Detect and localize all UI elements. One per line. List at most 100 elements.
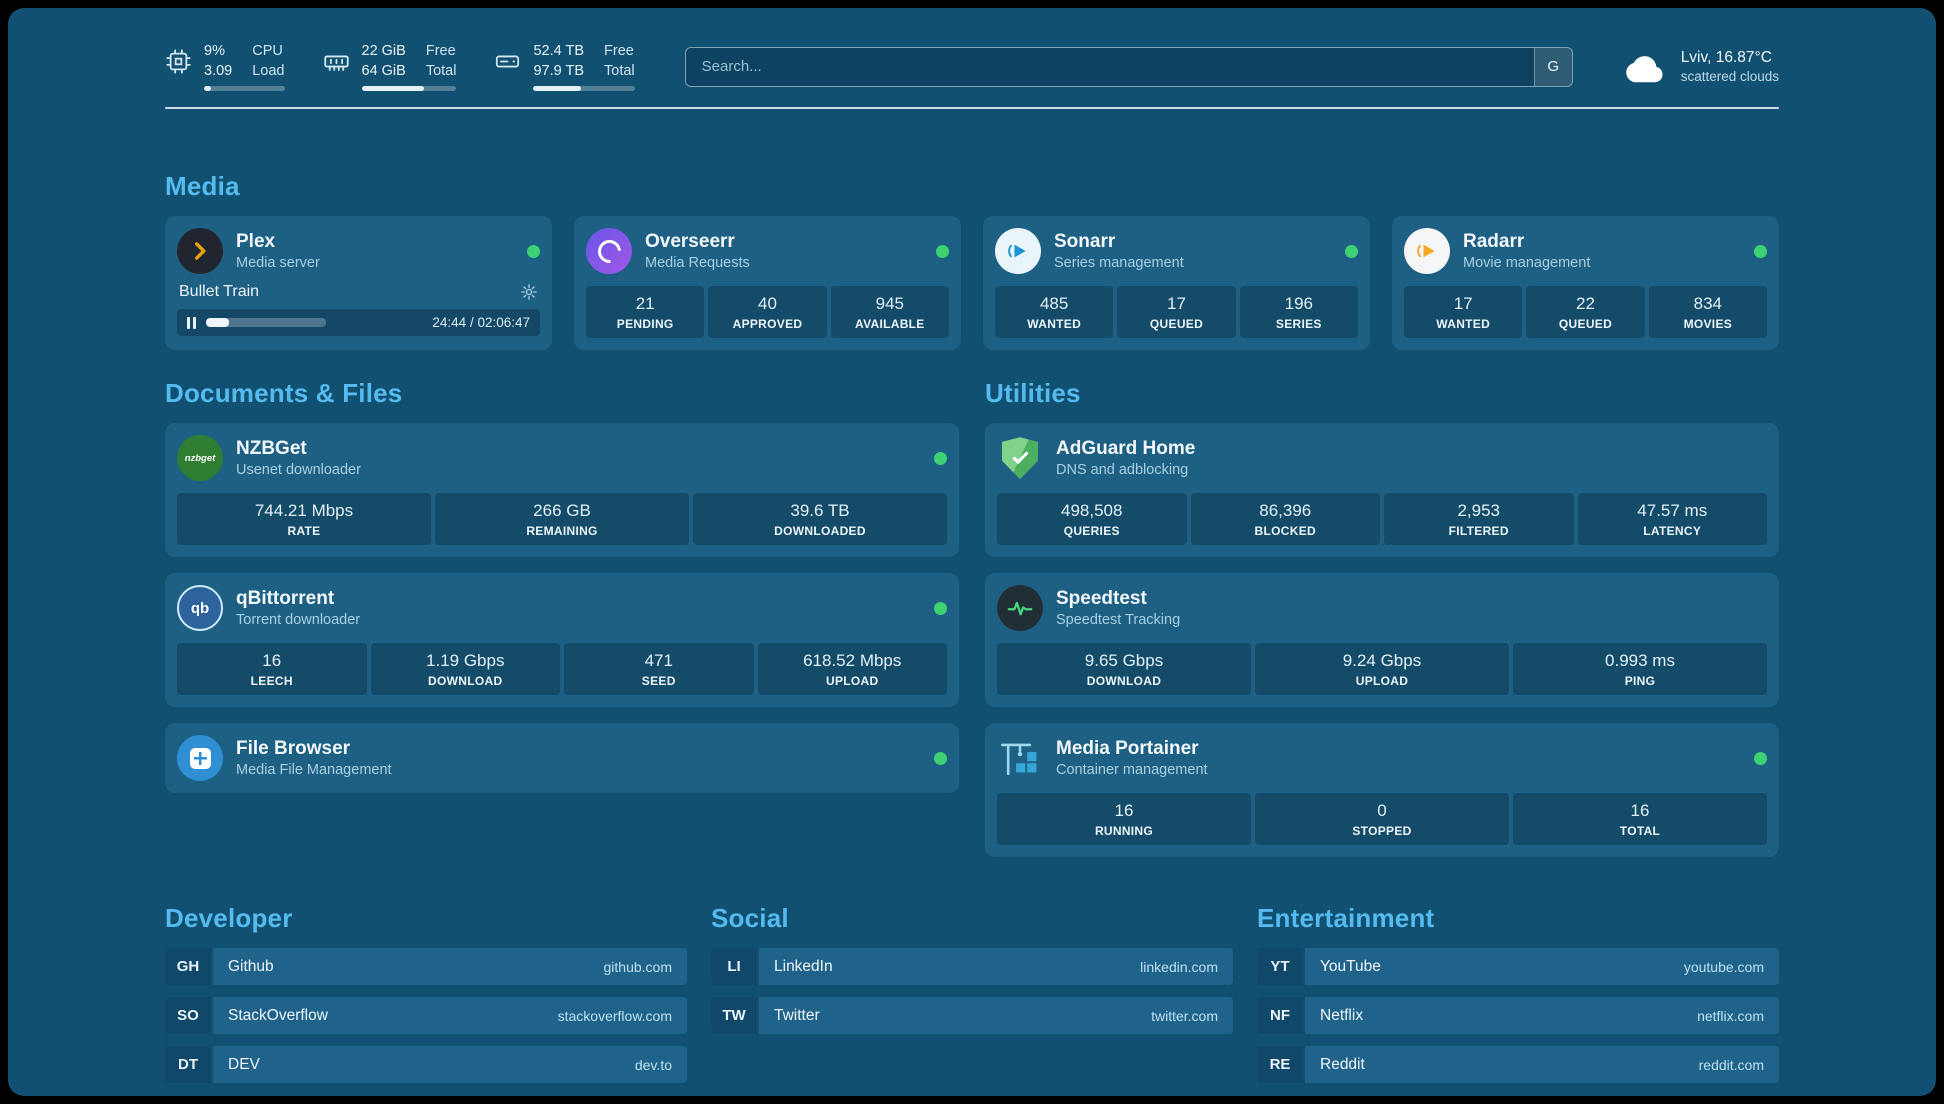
stat-label: STOPPED (1352, 824, 1412, 839)
card-titles: NZBGet Usenet downloader (236, 438, 361, 478)
card-titles: Overseerr Media Requests (645, 231, 750, 271)
stat-value: 0.993 ms (1605, 651, 1675, 671)
service-card-plex[interactable]: Plex Media server Bullet Train (165, 216, 552, 351)
section-title-social: Social (711, 903, 789, 934)
dashboard-page: 9% CPU 3.09 Load 22 (8, 8, 1936, 1096)
service-card-portainer[interactable]: Media Portainer Container management 16 … (985, 723, 1779, 858)
stat-box: 266 GB REMAINING (435, 493, 689, 546)
cpu-stat-body: 9% CPU 3.09 Load (204, 42, 285, 92)
service-name: Media Portainer (1056, 738, 1199, 760)
stat-value: 86,396 (1259, 501, 1312, 521)
stat-value: 17 (1453, 294, 1473, 314)
weather-text: Lviv, 16.87°C scattered clouds (1681, 49, 1779, 84)
service-name: NZBGet (236, 438, 307, 460)
cpu-stat-values: 9% CPU 3.09 Load (204, 42, 285, 80)
stat-value: 40 (758, 294, 777, 314)
bookmark-row-youtube[interactable]: YT YouTube youtube.com (1257, 948, 1779, 986)
now-playing-header: Bullet Train (177, 283, 540, 301)
bookmark-domain: linkedin.com (1140, 958, 1218, 975)
nzbget-icon-text: nzbget (184, 452, 216, 464)
stat-box: 945 AVAILABLE (830, 286, 949, 339)
now-playing-title: Bullet Train (179, 283, 260, 301)
stat-box: 498,508 QUERIES (997, 493, 1187, 546)
stat-value: 196 (1284, 294, 1313, 314)
stat-box: 39.6 TB DOWNLOADED (693, 493, 947, 546)
media-card-grid: Plex Media server Bullet Train (165, 216, 1779, 351)
section-title-utilities: Utilities (985, 378, 1081, 409)
bookmark-row-github[interactable]: GH Github github.com (165, 948, 687, 986)
pause-button[interactable] (187, 316, 196, 329)
bookmark-domain: youtube.com (1683, 958, 1764, 975)
stat-box: 22 QUEUED (1526, 286, 1645, 339)
ram-free-value: 22 GiB (361, 43, 406, 59)
bookmark-group-entertainment: Entertainment YT YouTube youtube.com NF … (1257, 903, 1779, 1084)
qbittorrent-icon-text: qb (190, 599, 210, 617)
disk-icon (494, 42, 521, 75)
service-card-radarr[interactable]: Radarr Movie management 17 WANTED 22 QUE… (1392, 216, 1779, 351)
service-name: File Browser (236, 738, 351, 760)
stat-label: UPLOAD (826, 674, 879, 689)
disk-stat-body: 52.4 TB Free 97.9 TB Total (533, 42, 635, 92)
service-name: qBittorrent (236, 588, 335, 610)
service-name: Sonarr (1054, 231, 1116, 253)
bookmark-name: Netflix (1320, 1006, 1364, 1024)
bookmark-row-reddit[interactable]: RE Reddit reddit.com (1257, 1046, 1779, 1084)
status-dot (934, 751, 947, 765)
card-head: Speedtest Speedtest Tracking (997, 585, 1767, 632)
service-name: Overseerr (645, 231, 735, 253)
two-column-area: Documents & Files nzbget NZBGet Usenet d… (165, 378, 1779, 858)
ram-stat-body: 22 GiB Free 64 GiB Total (361, 42, 457, 92)
bookmark-abbr: RE (1257, 1046, 1303, 1084)
status-dot (1754, 244, 1767, 258)
gear-icon[interactable] (520, 283, 538, 301)
service-card-adguard[interactable]: AdGuard Home DNS and adblocking 498,508 … (985, 423, 1779, 558)
service-card-speedtest[interactable]: Speedtest Speedtest Tracking 9.65 Gbps D… (985, 573, 1779, 708)
service-card-filebrowser[interactable]: File Browser Media File Management (165, 723, 959, 794)
stat-label: PENDING (616, 317, 674, 332)
stat-value: 266 GB (533, 501, 591, 521)
section-title-documents: Documents & Files (165, 378, 403, 409)
bookmark-row-netflix[interactable]: NF Netflix netflix.com (1257, 997, 1779, 1035)
service-card-nzbget[interactable]: nzbget NZBGet Usenet downloader 744.21 M… (165, 423, 959, 558)
stat-row: 9.65 Gbps DOWNLOAD 9.24 Gbps UPLOAD 0.99… (997, 643, 1767, 696)
stat-label: RATE (287, 524, 321, 539)
stat-label: SEED (641, 674, 676, 689)
cpu-progress-bar (204, 86, 285, 92)
qbittorrent-icon: qb (177, 585, 223, 632)
stat-value: 1.19 Gbps (426, 651, 505, 671)
stat-label: BLOCKED (1254, 524, 1316, 539)
bookmark-list: GH Github github.com SO StackOverflow st… (165, 948, 687, 1084)
stat-box: 40 APPROVED (708, 286, 827, 339)
search-input[interactable] (684, 46, 1573, 87)
stat-label: QUEUED (1558, 317, 1613, 332)
stat-box: 17 QUEUED (1117, 286, 1236, 339)
bookmark-abbr: LI (711, 948, 757, 986)
bookmark-bar: LinkedIn linkedin.com (759, 948, 1233, 986)
stat-value: 834 (1693, 294, 1722, 314)
bookmark-bar: Netflix netflix.com (1305, 997, 1779, 1035)
bookmark-row-twitter[interactable]: TW Twitter twitter.com (711, 997, 1233, 1035)
adguard-icon (997, 435, 1043, 481)
ram-label-bottom: Total (425, 63, 457, 80)
card-titles: AdGuard Home DNS and adblocking (1056, 438, 1195, 478)
playback-progress[interactable] (206, 318, 326, 328)
status-dot (1754, 751, 1767, 765)
stat-value: 0 (1377, 801, 1387, 821)
bookmark-row-linkedin[interactable]: LI LinkedIn linkedin.com (711, 948, 1233, 986)
weather-location: Lviv, 16.87°C (1680, 49, 1772, 67)
service-card-sonarr[interactable]: Sonarr Series management 485 WANTED 17 Q… (983, 216, 1370, 351)
topbar-divider (165, 107, 1779, 110)
ram-progress-bar (361, 86, 457, 92)
stat-label: REMAINING (526, 524, 598, 539)
stat-label: DOWNLOAD (1086, 674, 1162, 689)
bookmark-name: DEV (228, 1055, 260, 1073)
search-provider-button[interactable]: G (1533, 47, 1572, 86)
service-card-overseerr[interactable]: Overseerr Media Requests 21 PENDING 40 A… (574, 216, 961, 351)
bookmark-name: StackOverflow (228, 1006, 328, 1024)
service-card-qbittorrent[interactable]: qb qBittorrent Torrent downloader 16 LEE… (165, 573, 959, 708)
stat-box: 0.993 ms PING (1513, 643, 1767, 696)
bookmark-row-stackoverflow[interactable]: SO StackOverflow stackoverflow.com (165, 997, 687, 1035)
stat-ram: 22 GiB Free 64 GiB Total (323, 42, 457, 92)
bookmark-row-dev[interactable]: DT DEV dev.to (165, 1046, 687, 1084)
ram-total-value: 64 GiB (361, 63, 406, 80)
